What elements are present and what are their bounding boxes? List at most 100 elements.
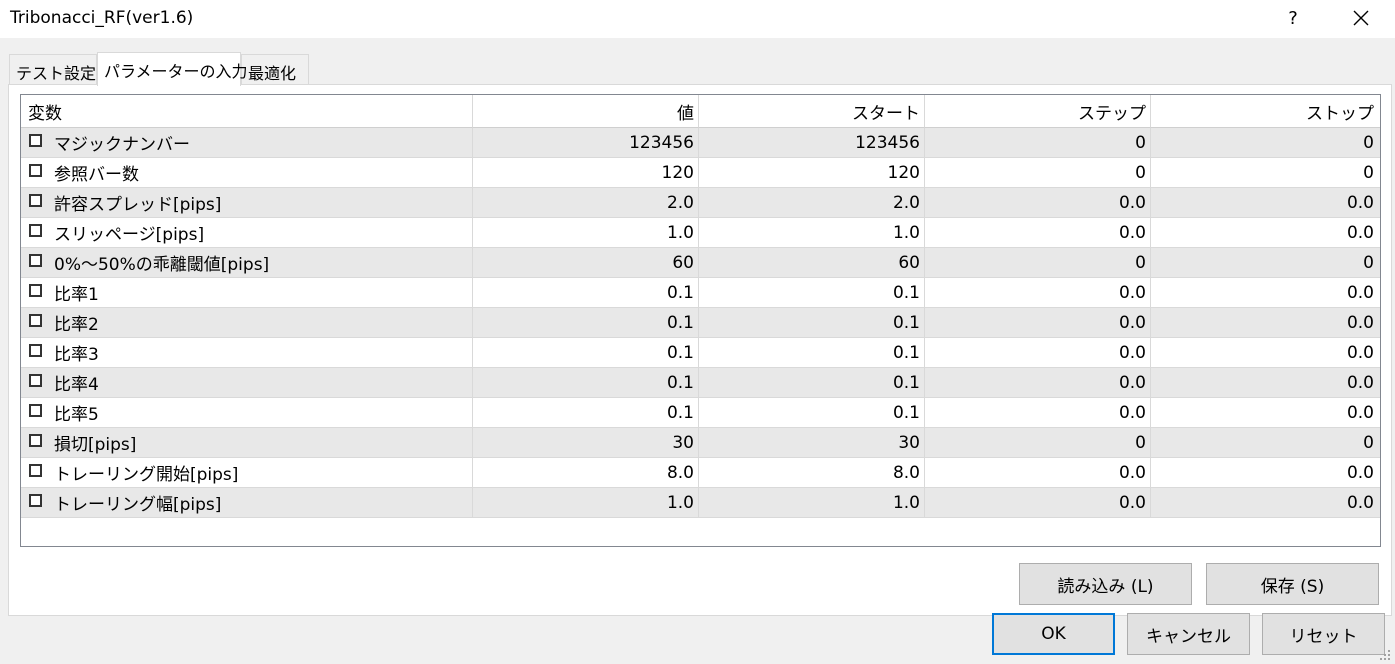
start-cell[interactable]: 2.0	[699, 188, 925, 218]
start-cell[interactable]: 1.0	[699, 218, 925, 248]
step-cell[interactable]: 0.0	[925, 458, 1151, 488]
table-row[interactable]: 比率4 0.1 0.1 0.0 0.0	[21, 368, 1380, 398]
optimize-checkbox[interactable]	[29, 254, 42, 267]
table-row[interactable]: 比率1 0.1 0.1 0.0 0.0	[21, 278, 1380, 308]
value-cell[interactable]: 2.0	[473, 188, 699, 218]
step-cell[interactable]: 0	[925, 428, 1151, 458]
optimize-checkbox[interactable]	[29, 434, 42, 447]
column-header-step[interactable]: ステップ	[925, 95, 1151, 128]
table-row[interactable]: トレーリング幅[pips] 1.0 1.0 0.0 0.0	[21, 488, 1380, 518]
tab-test-settings[interactable]: テスト設定	[9, 54, 97, 84]
table-row[interactable]: トレーリング開始[pips] 8.0 8.0 0.0 0.0	[21, 458, 1380, 488]
stop-cell[interactable]: 0.0	[1151, 338, 1380, 368]
start-cell[interactable]: 123456	[699, 128, 925, 158]
column-header-value[interactable]: 値	[473, 95, 699, 128]
variable-cell: 比率2	[21, 308, 473, 338]
variable-name: トレーリング開始[pips]	[54, 465, 239, 485]
variable-cell: 参照バー数	[21, 158, 473, 188]
stop-cell[interactable]: 0	[1151, 428, 1380, 458]
optimize-checkbox[interactable]	[29, 224, 42, 237]
ok-button[interactable]: OK	[992, 613, 1115, 655]
stop-cell[interactable]: 0.0	[1151, 278, 1380, 308]
stop-cell[interactable]: 0.0	[1151, 458, 1380, 488]
table-row[interactable]: 損切[pips] 30 30 0 0	[21, 428, 1380, 458]
step-cell[interactable]: 0.0	[925, 338, 1151, 368]
stop-cell[interactable]: 0.0	[1151, 188, 1380, 218]
optimize-checkbox[interactable]	[29, 494, 42, 507]
column-header-stop[interactable]: ストップ	[1151, 95, 1380, 128]
value-cell[interactable]: 8.0	[473, 458, 699, 488]
save-button[interactable]: 保存 (S)	[1206, 563, 1379, 605]
table-row[interactable]: 許容スプレッド[pips] 2.0 2.0 0.0 0.0	[21, 188, 1380, 218]
step-cell[interactable]: 0.0	[925, 398, 1151, 428]
table-row[interactable]: 比率5 0.1 0.1 0.0 0.0	[21, 398, 1380, 428]
optimize-checkbox[interactable]	[29, 314, 42, 327]
table-row[interactable]: 比率3 0.1 0.1 0.0 0.0	[21, 338, 1380, 368]
start-cell[interactable]: 60	[699, 248, 925, 278]
value-cell[interactable]: 120	[473, 158, 699, 188]
table-row[interactable]: スリッページ[pips] 1.0 1.0 0.0 0.0	[21, 218, 1380, 248]
optimize-checkbox[interactable]	[29, 134, 42, 147]
table-row[interactable]: マジックナンバー 123456 123456 0 0	[21, 128, 1380, 158]
stop-cell[interactable]: 0.0	[1151, 368, 1380, 398]
step-cell[interactable]: 0	[925, 128, 1151, 158]
step-cell[interactable]: 0.0	[925, 188, 1151, 218]
optimize-checkbox[interactable]	[29, 284, 42, 297]
value-cell[interactable]: 60	[473, 248, 699, 278]
load-button[interactable]: 読み込み (L)	[1019, 563, 1192, 605]
column-header-variable[interactable]: 変数	[21, 95, 473, 128]
table-row[interactable]: 比率2 0.1 0.1 0.0 0.0	[21, 308, 1380, 338]
optimize-checkbox[interactable]	[29, 194, 42, 207]
optimize-checkbox[interactable]	[29, 404, 42, 417]
value-cell[interactable]: 0.1	[473, 368, 699, 398]
start-cell[interactable]: 0.1	[699, 338, 925, 368]
close-button[interactable]	[1338, 0, 1384, 36]
optimize-checkbox[interactable]	[29, 164, 42, 177]
value-cell[interactable]: 1.0	[473, 488, 699, 518]
start-cell[interactable]: 8.0	[699, 458, 925, 488]
start-cell[interactable]: 0.1	[699, 278, 925, 308]
reset-button[interactable]: リセット	[1262, 613, 1385, 655]
stop-cell[interactable]: 0.0	[1151, 218, 1380, 248]
start-cell[interactable]: 1.0	[699, 488, 925, 518]
start-cell[interactable]: 0.1	[699, 308, 925, 338]
table-row[interactable]: 参照バー数 120 120 0 0	[21, 158, 1380, 188]
step-cell[interactable]: 0	[925, 158, 1151, 188]
value-cell[interactable]: 0.1	[473, 308, 699, 338]
value-cell[interactable]: 30	[473, 428, 699, 458]
start-cell[interactable]: 30	[699, 428, 925, 458]
value-cell[interactable]: 123456	[473, 128, 699, 158]
stop-cell[interactable]: 0	[1151, 248, 1380, 278]
tab-optimization[interactable]: 最適化	[241, 54, 309, 84]
stop-cell[interactable]: 0.0	[1151, 398, 1380, 428]
start-cell[interactable]: 120	[699, 158, 925, 188]
start-cell[interactable]: 0.1	[699, 398, 925, 428]
stop-cell[interactable]: 0.0	[1151, 488, 1380, 518]
value-cell[interactable]: 0.1	[473, 278, 699, 308]
resize-grip-icon[interactable]	[1378, 648, 1392, 662]
optimize-checkbox[interactable]	[29, 344, 42, 357]
start-cell[interactable]: 0.1	[699, 368, 925, 398]
optimize-checkbox[interactable]	[29, 374, 42, 387]
value-cell[interactable]: 1.0	[473, 218, 699, 248]
step-cell[interactable]: 0.0	[925, 368, 1151, 398]
step-cell[interactable]: 0.0	[925, 278, 1151, 308]
table-row[interactable]: 0%～50%の乖離閾値[pips] 60 60 0 0	[21, 248, 1380, 278]
value-cell[interactable]: 0.1	[473, 398, 699, 428]
variable-cell: 比率4	[21, 368, 473, 398]
step-cell[interactable]: 0.0	[925, 308, 1151, 338]
optimize-checkbox[interactable]	[29, 464, 42, 477]
stop-cell[interactable]: 0	[1151, 158, 1380, 188]
step-cell[interactable]: 0.0	[925, 218, 1151, 248]
parameter-table: 変数 値 スタート ステップ ストップ マジックナンバー 123456 123456…	[20, 94, 1381, 547]
step-cell[interactable]: 0.0	[925, 488, 1151, 518]
cancel-button[interactable]: キャンセル	[1127, 613, 1250, 655]
stop-cell[interactable]: 0	[1151, 128, 1380, 158]
value-cell[interactable]: 0.1	[473, 338, 699, 368]
step-cell[interactable]: 0	[925, 248, 1151, 278]
tab-parameter-input[interactable]: パラメーターの入力	[97, 52, 248, 86]
stop-cell[interactable]: 0.0	[1151, 308, 1380, 338]
help-button[interactable]: ?	[1288, 7, 1298, 29]
column-header-start[interactable]: スタート	[699, 95, 925, 128]
variable-name: マジックナンバー	[54, 135, 190, 155]
